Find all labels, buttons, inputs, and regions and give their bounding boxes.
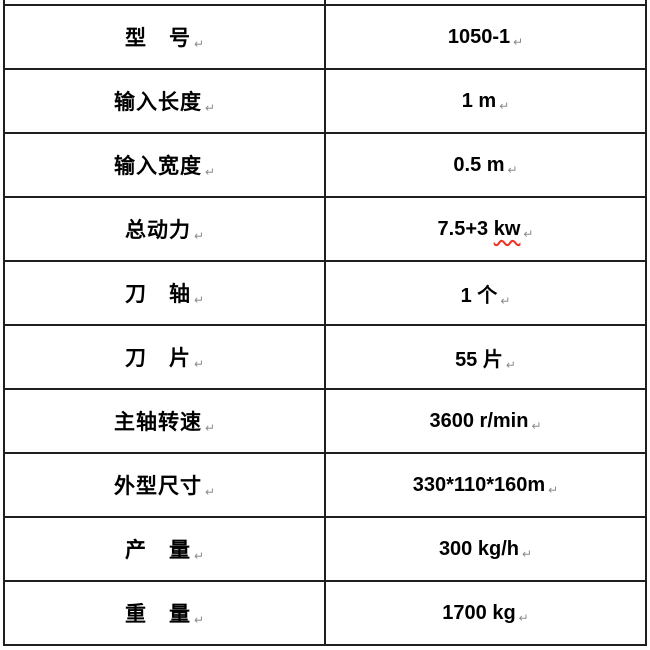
table-row: 输入长度 ↵ 1 m ↵ bbox=[3, 68, 647, 134]
spec-value-cell: 55 片 ↵ bbox=[324, 324, 647, 390]
paragraph-mark-icon: ↵ bbox=[523, 226, 534, 241]
spec-table-body: 型 号 ↵ 1050-1 ↵ 输入长度 ↵ 1 m ↵ 输入宽度 ↵ 0.5 m ↵ bbox=[3, 4, 647, 646]
table-border-tick bbox=[324, 0, 326, 5]
spec-label: 重 量 bbox=[124, 603, 191, 626]
spec-value: 1050-1 bbox=[447, 25, 511, 48]
spec-label-cell: 刀 轴 ↵ bbox=[3, 260, 326, 326]
paragraph-mark-icon: ↵ bbox=[193, 293, 205, 307]
spec-label-cell: 外型尺寸 ↵ bbox=[3, 452, 326, 518]
paragraph-mark-icon: ↵ bbox=[521, 546, 533, 561]
paragraph-mark-icon: ↵ bbox=[193, 613, 205, 627]
table-row: 外型尺寸 ↵ 330*110*160m ↵ bbox=[3, 452, 647, 518]
paragraph-mark-icon: ↵ bbox=[548, 482, 559, 497]
spec-value: 1 m bbox=[461, 89, 497, 112]
spec-label: 刀 轴 bbox=[124, 283, 191, 306]
spec-label: 主轴转速 bbox=[113, 411, 202, 434]
spec-label: 输入长度 bbox=[113, 91, 202, 114]
spec-value: 300 kg/h bbox=[438, 537, 519, 560]
spec-value-cell: 1700 kg ↵ bbox=[324, 580, 647, 646]
spec-label: 刀 片 bbox=[124, 347, 191, 370]
paragraph-mark-icon: ↵ bbox=[499, 98, 510, 113]
spec-label-cell: 重 量 ↵ bbox=[3, 580, 326, 646]
table-row: 产 量 ↵ 300 kg/h ↵ bbox=[3, 516, 647, 582]
paragraph-mark-icon: ↵ bbox=[513, 34, 524, 49]
paragraph-mark-icon: ↵ bbox=[193, 549, 205, 563]
spec-value-cell: 1050-1 ↵ bbox=[324, 4, 647, 70]
spec-label: 外型尺寸 bbox=[113, 475, 202, 498]
paragraph-mark-icon: ↵ bbox=[507, 162, 518, 177]
paragraph-mark-icon: ↵ bbox=[193, 357, 205, 371]
table-row: 刀 轴 ↵ 1 个 ↵ bbox=[3, 260, 647, 326]
spec-label-cell: 产 量 ↵ bbox=[3, 516, 326, 582]
table-row: 输入宽度 ↵ 0.5 m ↵ bbox=[3, 132, 647, 198]
spec-value-cell: 3600 r/min ↵ bbox=[324, 388, 647, 454]
paragraph-mark-icon: ↵ bbox=[518, 610, 529, 625]
spec-value-cell: 1 个 ↵ bbox=[324, 260, 647, 326]
paragraph-mark-icon: ↵ bbox=[193, 229, 205, 243]
spec-label-cell: 刀 片 ↵ bbox=[3, 324, 326, 390]
spec-value-cell: 7.5+3 kw ↵ bbox=[324, 196, 647, 262]
spec-label: 产 量 bbox=[124, 539, 191, 562]
spec-value: 55 片 bbox=[455, 348, 503, 371]
spec-value: 1700 kg bbox=[442, 601, 516, 624]
spec-value: 7.5+3 bbox=[437, 217, 494, 240]
spec-value-misspelled: kw bbox=[493, 217, 521, 240]
spec-label-cell: 主轴转速 ↵ bbox=[3, 388, 326, 454]
spec-value-cell: 330*110*160m ↵ bbox=[324, 452, 647, 518]
paragraph-mark-icon: ↵ bbox=[204, 165, 216, 179]
paragraph-mark-icon: ↵ bbox=[204, 421, 216, 435]
spec-label-cell: 型 号 ↵ bbox=[3, 4, 326, 70]
spec-label: 总动力 bbox=[124, 219, 191, 242]
spec-label-cell: 输入长度 ↵ bbox=[3, 68, 326, 134]
table-border-tick bbox=[645, 0, 647, 5]
spec-value: 1 个 bbox=[460, 284, 498, 307]
spec-value: 3600 r/min bbox=[429, 409, 529, 432]
spec-label: 型 号 bbox=[124, 27, 191, 50]
spec-label: 输入宽度 bbox=[113, 155, 202, 178]
table-border-tick bbox=[3, 0, 5, 5]
paragraph-mark-icon: ↵ bbox=[500, 293, 511, 308]
paragraph-mark-icon: ↵ bbox=[531, 418, 542, 433]
table-row: 总动力 ↵ 7.5+3 kw ↵ bbox=[3, 196, 647, 262]
table-row: 重 量 ↵ 1700 kg ↵ bbox=[3, 580, 647, 646]
paragraph-mark-icon: ↵ bbox=[505, 357, 516, 372]
spec-table: 型 号 ↵ 1050-1 ↵ 输入长度 ↵ 1 m ↵ 输入宽度 ↵ 0.5 m ↵ bbox=[3, 4, 647, 646]
spec-label-cell: 总动力 ↵ bbox=[3, 196, 326, 262]
paragraph-mark-icon: ↵ bbox=[204, 485, 216, 499]
spec-value-cell: 1 m ↵ bbox=[324, 68, 647, 134]
paragraph-mark-icon: ↵ bbox=[204, 101, 216, 115]
table-row: 刀 片 ↵ 55 片 ↵ bbox=[3, 324, 647, 390]
spec-value-cell: 300 kg/h ↵ bbox=[324, 516, 647, 582]
spec-value-cell: 0.5 m ↵ bbox=[324, 132, 647, 198]
table-row: 主轴转速 ↵ 3600 r/min ↵ bbox=[3, 388, 647, 454]
spec-value: 0.5 m bbox=[453, 153, 505, 176]
spec-label-cell: 输入宽度 ↵ bbox=[3, 132, 326, 198]
table-row: 型 号 ↵ 1050-1 ↵ bbox=[3, 4, 647, 70]
paragraph-mark-icon: ↵ bbox=[193, 37, 205, 51]
spec-value: 330*110*160m bbox=[412, 473, 546, 496]
